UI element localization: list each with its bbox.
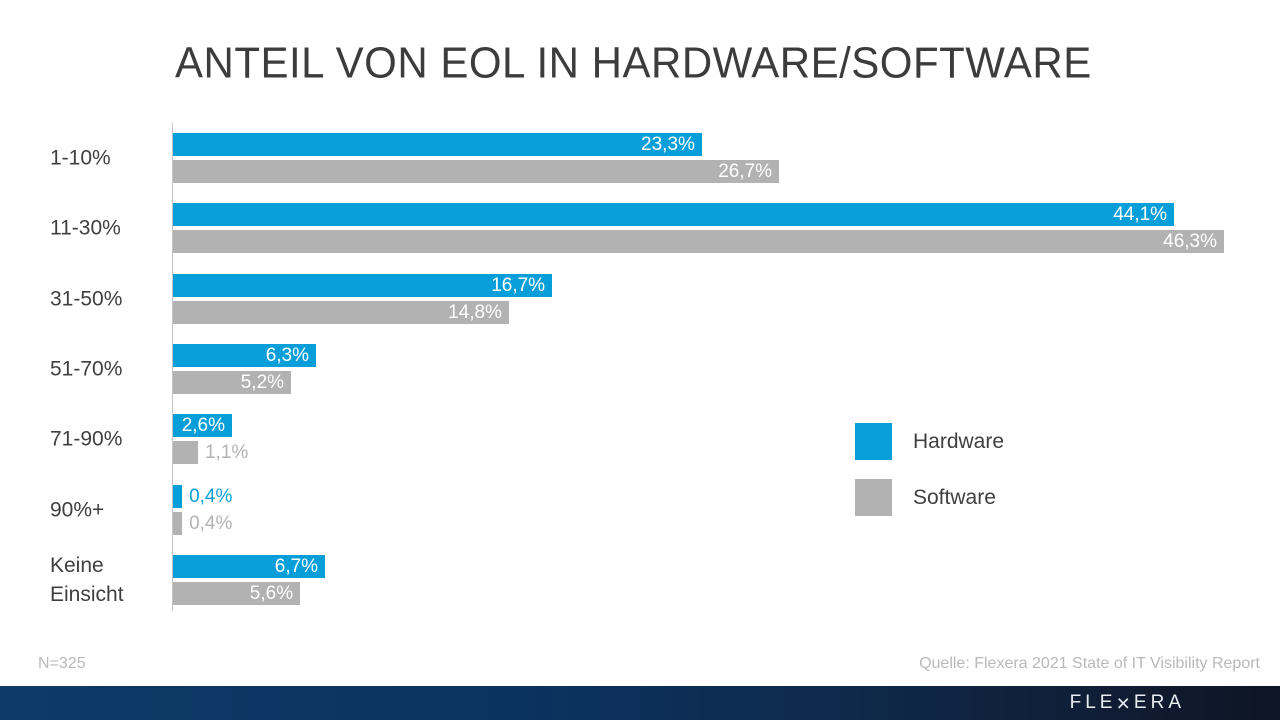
value-label: 16,7%: [491, 274, 546, 296]
bar-hardware-51-70-: 6,3%: [173, 343, 316, 367]
category-label: 11-30%: [50, 216, 121, 240]
category-label: 1-10%: [50, 146, 111, 170]
legend-label-software: Software: [913, 485, 996, 509]
legend-item-software: Software: [855, 479, 1004, 516]
legend-label-hardware: Hardware: [913, 429, 1005, 453]
value-label: 6,7%: [274, 555, 319, 577]
bar-hardware-31-50-: 16,7%: [173, 273, 553, 297]
bar-hardware-keine-einsicht: 6,7%: [173, 554, 326, 578]
bar-software-11-30-: 46,3%: [173, 230, 1224, 254]
legend-item-hardware: Hardware: [855, 423, 1004, 460]
value-label: 44,1%: [1113, 204, 1168, 226]
legend: Hardware Software: [855, 423, 1004, 535]
plot-area: 1-10% 23,3% 26,7% 11-30% 44,1% 46,3% 31-50% 16,…: [0, 123, 1280, 615]
category-label: 71-90%: [50, 427, 123, 451]
bar-software-51-70-: 5,2%: [173, 370, 292, 394]
sample-size-note: N=325: [38, 655, 86, 672]
category-label: 51-70%: [50, 357, 123, 381]
legend-swatch-hardware-icon: [855, 423, 892, 460]
value-label: 14,8%: [448, 301, 502, 323]
footer-bar: FLE×ERA: [0, 686, 1280, 720]
bar-hardware-1-10-: 23,3%: [173, 133, 702, 156]
value-label: 0,4%: [189, 512, 233, 534]
flexera-logo: FLE×ERA: [1069, 690, 1185, 716]
bar-software-1-10-: 26,7%: [173, 160, 780, 183]
bar-software-keine-einsicht: 5,6%: [173, 581, 301, 605]
legend-swatch-software-icon: [855, 479, 892, 516]
bar-software-90-: 0,4%: [173, 511, 232, 535]
value-label: 5,6%: [249, 582, 294, 604]
chart-title: ANTEIL VON EOL IN HARDWARE/SOFTWARE: [175, 38, 1092, 87]
category-label: 31-50%: [50, 287, 123, 311]
y-axis-line: [172, 123, 173, 611]
source-note: Quelle: Flexera 2021 State of IT Visibil…: [919, 655, 1260, 672]
bar-software-31-50-: 14,8%: [173, 300, 509, 324]
bar-hardware-71-90-: 2,6%: [173, 414, 233, 438]
value-label: 0,4%: [189, 485, 233, 507]
category-label: 90%+: [50, 498, 105, 522]
value-label: 1,1%: [204, 442, 249, 464]
value-label: 5,2%: [240, 371, 285, 393]
value-label: 46,3%: [1163, 231, 1217, 253]
value-label: 26,7%: [718, 161, 773, 182]
value-label: 23,3%: [641, 134, 695, 155]
bar-hardware-11-30-: 44,1%: [173, 203, 1175, 227]
value-label: 2,6%: [181, 415, 226, 437]
category-label: Keine Einsicht: [50, 553, 124, 606]
bar-software-71-90-: 1,1%: [173, 441, 248, 465]
bar-hardware-90-: 0,4%: [173, 484, 232, 508]
value-label: 6,3%: [265, 344, 309, 366]
